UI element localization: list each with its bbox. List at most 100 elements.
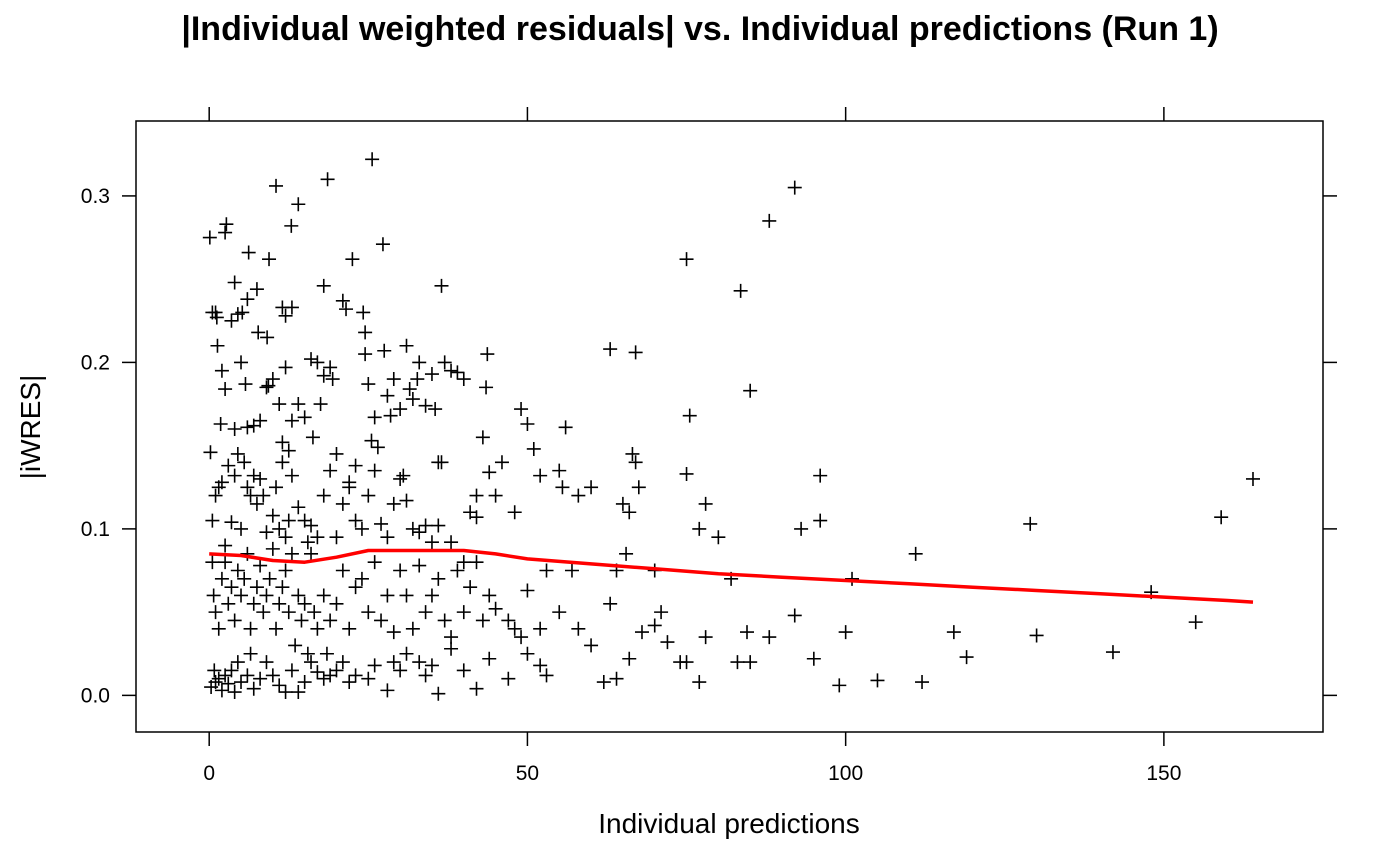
data-point (358, 325, 373, 340)
data-point (323, 463, 338, 478)
data-point (249, 580, 264, 595)
data-point (234, 675, 249, 690)
data-point (246, 468, 261, 483)
data-point (469, 555, 484, 570)
data-point (272, 596, 287, 611)
data-point (320, 172, 335, 187)
data-point (479, 380, 494, 395)
data-point (259, 655, 274, 670)
data-points (202, 152, 1260, 701)
data-point (488, 601, 503, 616)
data-point (908, 546, 923, 561)
data-point (214, 571, 229, 586)
data-point (1105, 645, 1120, 660)
data-point (335, 655, 350, 670)
data-point (278, 563, 293, 578)
data-point (202, 230, 217, 245)
data-point (367, 555, 382, 570)
data-point (325, 372, 340, 387)
data-point (647, 618, 662, 633)
data-point (284, 546, 299, 561)
data-point (444, 363, 459, 378)
data-point (813, 513, 828, 528)
data-point (310, 665, 325, 680)
data-point (265, 668, 280, 683)
data-point (444, 535, 459, 550)
data-point (210, 338, 225, 353)
smooth-line-group (209, 548, 1254, 604)
data-point (533, 658, 548, 673)
data-point (393, 402, 408, 417)
data-point (396, 468, 411, 483)
data-point (211, 621, 226, 636)
data-point (424, 367, 439, 382)
data-point (711, 530, 726, 545)
data-point (278, 685, 293, 700)
data-point (284, 663, 299, 678)
data-point (272, 521, 287, 536)
data-point (205, 555, 220, 570)
axis-ticks: 0 50 100 150 0.0 0.1 0.2 0.3 (81, 107, 1337, 785)
data-point (227, 685, 242, 700)
data-point (221, 458, 236, 473)
data-point (342, 675, 357, 690)
data-point (224, 515, 239, 530)
data-point (1029, 628, 1044, 643)
data-point (469, 488, 484, 503)
data-point (213, 417, 228, 432)
data-point (284, 218, 299, 233)
data-point (249, 282, 264, 297)
data-point (794, 521, 809, 536)
data-point (269, 178, 284, 193)
data-point (291, 500, 306, 515)
data-point (533, 468, 548, 483)
data-point (418, 398, 433, 413)
plot-frame (135, 120, 1324, 733)
data-point (316, 368, 331, 383)
data-point (539, 668, 554, 683)
data-point (208, 675, 223, 690)
data-point (434, 455, 449, 470)
data-point (259, 380, 274, 395)
data-point (520, 583, 535, 598)
data-point (418, 668, 433, 683)
data-point (237, 455, 252, 470)
data-point (584, 480, 599, 495)
data-point (329, 446, 344, 461)
data-point (444, 641, 459, 656)
data-point (370, 440, 385, 455)
data-point (1245, 471, 1260, 486)
data-point (278, 308, 293, 323)
data-point (424, 588, 439, 603)
data-point (552, 605, 567, 620)
data-point (555, 480, 570, 495)
data-point (762, 213, 777, 228)
data-point (631, 480, 646, 495)
data-point (393, 663, 408, 678)
data-point (838, 625, 853, 640)
data-point (265, 541, 280, 556)
data-point (227, 421, 242, 436)
data-point (698, 496, 713, 511)
data-point (380, 588, 395, 603)
data-point (345, 252, 360, 267)
data-point (304, 518, 319, 533)
data-point (281, 605, 296, 620)
data-point (520, 646, 535, 661)
data-point (628, 345, 643, 360)
data-point (412, 525, 427, 540)
data-point (227, 613, 242, 628)
data-point (482, 465, 497, 480)
data-point (272, 678, 287, 693)
data-point (227, 275, 242, 290)
data-point (259, 588, 274, 603)
data-point (278, 530, 293, 545)
data-point (469, 681, 484, 696)
data-point (456, 663, 471, 678)
data-point (323, 613, 338, 628)
data-point (431, 686, 446, 701)
data-point (619, 546, 634, 561)
data-point (393, 563, 408, 578)
data-point (342, 621, 357, 636)
data-point (402, 382, 417, 397)
